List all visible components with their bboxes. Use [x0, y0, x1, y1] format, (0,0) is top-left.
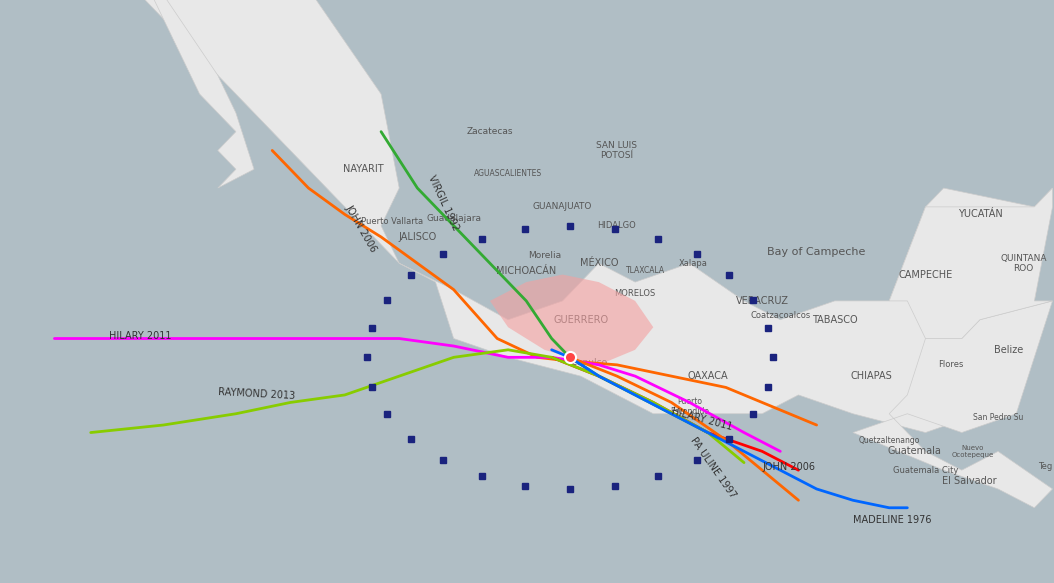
- Text: HILARY 2011: HILARY 2011: [671, 406, 734, 432]
- Text: Puerto Vallarta: Puerto Vallarta: [360, 217, 423, 226]
- Text: Zacatecas: Zacatecas: [467, 127, 513, 136]
- Text: VIRGIL 1992: VIRGIL 1992: [427, 173, 461, 232]
- Text: Bay of Campeche: Bay of Campeche: [767, 247, 865, 257]
- Text: Flores: Flores: [938, 360, 963, 370]
- Text: JALISCO: JALISCO: [398, 232, 436, 242]
- Text: MORELOS: MORELOS: [614, 289, 656, 298]
- Text: HIDALGO: HIDALGO: [598, 221, 637, 230]
- Text: JOHN 2006: JOHN 2006: [762, 462, 815, 472]
- Text: MADELINE 1976: MADELINE 1976: [853, 515, 932, 525]
- Text: MÉXICO: MÉXICO: [580, 258, 618, 268]
- Text: JOHN 2006: JOHN 2006: [343, 203, 378, 254]
- Text: TLAXCALA: TLAXCALA: [626, 266, 665, 275]
- Text: San Pedro Su: San Pedro Su: [973, 413, 1023, 422]
- Text: Acapulco: Acapulco: [567, 359, 608, 367]
- Text: Guadalajara: Guadalajara: [426, 213, 482, 223]
- Text: YUCATÁN: YUCATÁN: [957, 209, 1002, 219]
- Text: Teg: Teg: [1038, 462, 1052, 471]
- Text: Belize: Belize: [994, 345, 1023, 355]
- Text: Guatemala: Guatemala: [887, 447, 941, 456]
- Text: QUINTANA
ROO: QUINTANA ROO: [1000, 254, 1047, 273]
- Text: CAMPECHE: CAMPECHE: [898, 269, 953, 280]
- Text: AGUASCALIENTES: AGUASCALIENTES: [474, 168, 542, 177]
- Text: NAYARIT: NAYARIT: [343, 164, 384, 174]
- Polygon shape: [490, 275, 653, 365]
- Polygon shape: [0, 0, 254, 188]
- Text: Coatzacoalcos: Coatzacoalcos: [750, 311, 811, 321]
- Text: Nuevo
Ocotepeque: Nuevo Ocotepeque: [952, 445, 994, 458]
- Polygon shape: [890, 188, 1053, 339]
- Text: VERACRUZ: VERACRUZ: [736, 296, 788, 306]
- Text: MICHOACÁN: MICHOACÁN: [496, 266, 557, 276]
- Text: El Salvador: El Salvador: [941, 476, 996, 486]
- Text: GUERRERO: GUERRERO: [553, 315, 608, 325]
- Text: GUANAJUATO: GUANAJUATO: [533, 202, 592, 212]
- Text: Morelia: Morelia: [528, 251, 561, 260]
- Text: RAYMOND 2013: RAYMOND 2013: [218, 387, 295, 401]
- Text: Quetzaltenango: Quetzaltenango: [859, 436, 920, 445]
- Polygon shape: [0, 0, 1053, 433]
- Text: TABASCO: TABASCO: [812, 315, 858, 325]
- Text: SAN LUIS
POTOSÍ: SAN LUIS POTOSÍ: [597, 141, 638, 160]
- Text: CHIAPAS: CHIAPAS: [851, 371, 892, 381]
- Polygon shape: [853, 301, 1053, 508]
- Text: Xalapa: Xalapa: [679, 259, 707, 268]
- Text: Guatemala City: Guatemala City: [893, 466, 958, 475]
- Text: HILARY 2011: HILARY 2011: [109, 331, 172, 340]
- Text: PA ULINE 1997: PA ULINE 1997: [688, 436, 738, 500]
- Text: OAXACA: OAXACA: [687, 371, 728, 381]
- Text: Puerto
Escondido: Puerto Escondido: [670, 396, 709, 416]
